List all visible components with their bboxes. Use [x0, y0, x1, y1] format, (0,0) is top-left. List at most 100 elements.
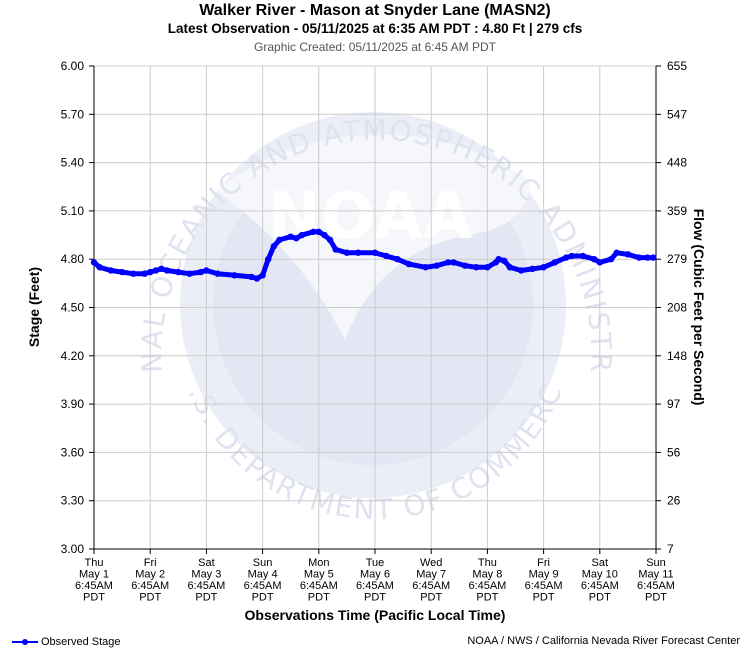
y2-axis-label: Flow (Cubic Feet per Second) [691, 209, 707, 406]
axes [89, 65, 661, 554]
y2-tick-label: 7 [667, 542, 674, 556]
data-point [444, 259, 452, 266]
data-point [394, 256, 401, 263]
data-point [551, 259, 559, 266]
data-point [186, 270, 193, 277]
series-observed-stage [90, 228, 657, 282]
data-point [152, 267, 160, 274]
y-tick-label: 5.70 [61, 107, 85, 121]
data-point [529, 265, 536, 273]
y2-tick-label: 97 [667, 397, 681, 411]
data-point [540, 264, 547, 271]
y2-tick-label: 208 [667, 301, 687, 315]
data-point [596, 259, 603, 266]
data-point [354, 249, 362, 256]
data-point [484, 264, 491, 271]
y2-tick-label: 56 [667, 445, 681, 459]
legend-label-observed-stage: Observed Stage [41, 636, 121, 648]
y-tick-label: 5.40 [61, 156, 85, 170]
data-point [259, 272, 266, 279]
data-point [158, 265, 165, 273]
y2-tick-label: 655 [667, 59, 687, 73]
data-point [450, 259, 457, 266]
chart-subtitle: Latest Observation - 05/11/2025 at 6:35 … [167, 21, 583, 36]
y-tick-label: 3.00 [61, 542, 85, 556]
data-point [649, 254, 657, 261]
data-point [107, 267, 115, 274]
data-point [579, 252, 587, 260]
x-tick-label: Fri May 9 6:45AM PDT [525, 557, 563, 604]
y2-tick-label: 359 [667, 204, 687, 218]
data-point [590, 256, 598, 263]
data-point [332, 246, 339, 253]
data-point [253, 275, 261, 282]
y-axis-label: Stage (Feet) [26, 267, 42, 347]
legend-line-marker [12, 639, 38, 645]
data-point [433, 262, 441, 269]
data-point [118, 268, 126, 276]
data-point [321, 231, 328, 239]
y2-tick-label: 279 [667, 252, 687, 266]
x-tick-labels: Thu May 1 6:45AM PDT Fri May 2 6:45AM PDT Sat May… [75, 557, 675, 604]
x-tick-label: Mon May 5 6:45AM PDT [300, 557, 338, 604]
data-point [422, 264, 429, 271]
data-point [383, 252, 390, 260]
data-point [130, 270, 137, 277]
data-point [644, 254, 651, 261]
graphic-created-note: Graphic Created: 05/11/2025 at 6:45 AM P… [254, 40, 496, 54]
y-tick-label: 4.20 [61, 349, 85, 363]
data-point [175, 268, 182, 276]
data-point [270, 243, 278, 250]
data-point [562, 254, 570, 261]
data-point [405, 260, 412, 268]
data-point [141, 270, 148, 277]
data-point [568, 252, 575, 260]
data-point [147, 268, 154, 276]
x-tick-label: Sun May 11 6:45AM PDT [637, 557, 675, 604]
data-point [248, 273, 255, 281]
data-point [197, 268, 204, 276]
x-tick-label: Sat May 10 6:45AM PDT [581, 557, 619, 604]
data-point [624, 251, 632, 258]
y-tick-label: 6.00 [61, 59, 85, 73]
data-point [501, 257, 508, 265]
x-axis-label: Observations Time (Pacific Local Time) [245, 607, 506, 623]
data-point [607, 256, 615, 263]
x-tick-label: Sun May 4 6:45AM PDT [244, 557, 282, 604]
y-tick-label: 5.10 [61, 204, 85, 218]
y2-tick-label: 26 [667, 494, 681, 508]
y-tick-label: 3.30 [61, 494, 85, 508]
y-tick-labels: 3.00 3.30 3.60 3.90 4.20 4.50 4.80 5.10 5.40 5.70… [61, 59, 85, 556]
data-point [613, 249, 620, 256]
data-point [635, 254, 643, 261]
x-tick-label: Thu May 1 6:45AM PDT [75, 557, 113, 604]
y-tick-label: 3.90 [61, 397, 85, 411]
data-point [309, 228, 317, 236]
legend: Observed Stage [12, 636, 121, 648]
data-point [343, 249, 351, 256]
noaa-watermark-text: NOAA [267, 180, 473, 254]
y2-tick-label: 448 [667, 156, 687, 170]
y-tick-label: 4.80 [61, 252, 85, 266]
data-point [287, 233, 294, 240]
data-point [326, 236, 334, 244]
grid-lines [93, 65, 657, 550]
x-tick-label: Wed May 7 6:45AM PDT [412, 557, 450, 604]
data-point [293, 235, 300, 242]
credit-text: NOAA / NWS / California Nevada River For… [467, 635, 740, 647]
x-tick-label: Thu May 8 6:45AM PDT [468, 557, 506, 604]
data-point [163, 267, 171, 274]
data-point [298, 231, 306, 239]
data-point [231, 272, 238, 279]
data-point [90, 259, 98, 266]
data-point [315, 228, 322, 236]
data-point [472, 264, 480, 271]
y2-tick-label: 547 [667, 107, 687, 121]
y-tick-label: 3.60 [61, 445, 85, 459]
data-point [96, 264, 103, 271]
data-point [276, 236, 283, 244]
data-point [371, 249, 379, 256]
data-point [214, 270, 221, 277]
x-tick-label: Tue May 6 6:45AM PDT [356, 557, 394, 604]
